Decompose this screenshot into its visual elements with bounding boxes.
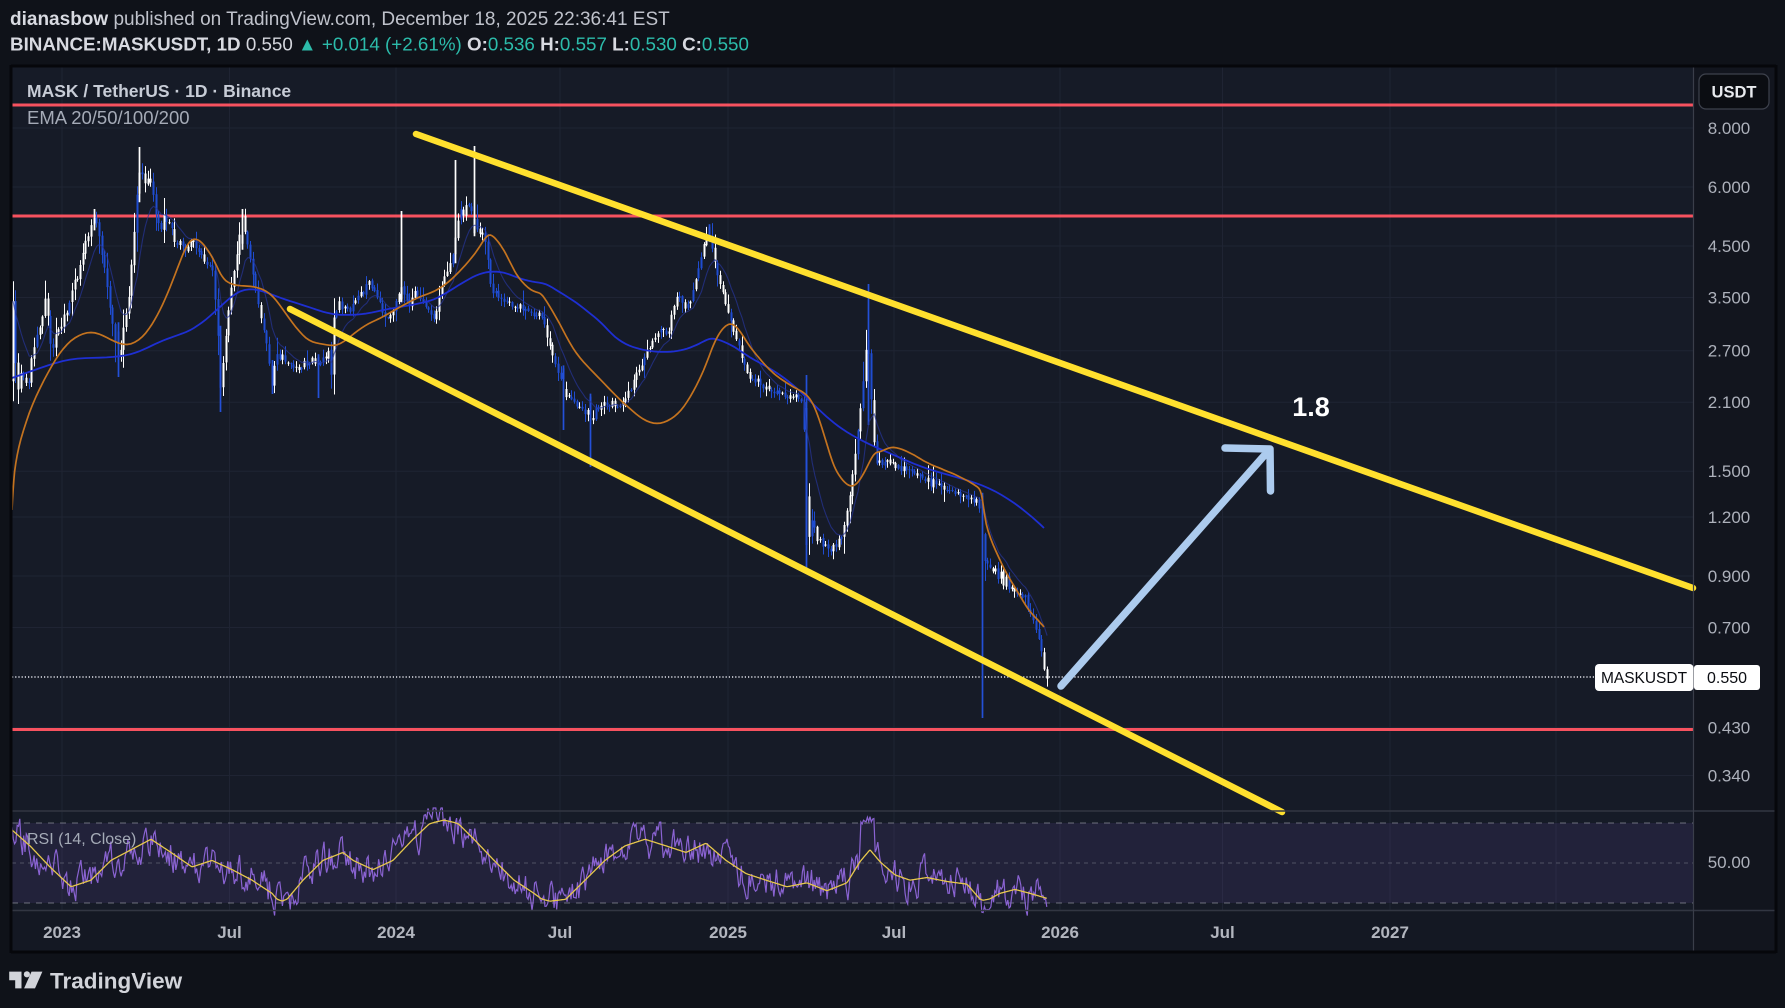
svg-text:Jul: Jul xyxy=(1210,923,1235,942)
svg-text:EMA 20/50/100/200: EMA 20/50/100/200 xyxy=(27,107,190,128)
svg-text:0.340: 0.340 xyxy=(1708,767,1751,786)
svg-text:2026: 2026 xyxy=(1041,923,1079,942)
svg-text:Jul: Jul xyxy=(217,923,242,942)
svg-text:BINANCE:MASKUSDT, 1D 0.550 ▲ +: BINANCE:MASKUSDT, 1D 0.550 ▲ +0.014 (+2.… xyxy=(10,34,749,55)
svg-text:2.100: 2.100 xyxy=(1708,393,1751,412)
svg-text:0.700: 0.700 xyxy=(1708,619,1751,638)
svg-text:0.550: 0.550 xyxy=(1707,670,1747,687)
svg-text:0.430: 0.430 xyxy=(1708,718,1751,737)
svg-text:4.500: 4.500 xyxy=(1708,237,1751,256)
svg-text:0.900: 0.900 xyxy=(1708,567,1751,586)
svg-text:MASKUSDT: MASKUSDT xyxy=(1601,670,1688,687)
svg-text:Jul: Jul xyxy=(548,923,573,942)
svg-text:2025: 2025 xyxy=(709,923,747,942)
svg-text:3.500: 3.500 xyxy=(1708,289,1751,308)
svg-text:50.00: 50.00 xyxy=(1708,853,1751,872)
svg-text:2023: 2023 xyxy=(43,923,81,942)
svg-text:2027: 2027 xyxy=(1371,923,1409,942)
svg-text:Jul: Jul xyxy=(882,923,907,942)
svg-text:dianasbow published on Trading: dianasbow published on TradingView.com, … xyxy=(10,9,670,30)
svg-text:TradingView: TradingView xyxy=(50,969,183,994)
svg-text:1.8: 1.8 xyxy=(1292,392,1330,422)
svg-text:2.700: 2.700 xyxy=(1708,342,1751,361)
svg-text:MASK / TetherUS · 1D · Binance: MASK / TetherUS · 1D · Binance xyxy=(27,81,291,101)
svg-text:2024: 2024 xyxy=(377,923,415,942)
svg-text:USDT: USDT xyxy=(1712,84,1757,102)
svg-text:1.500: 1.500 xyxy=(1708,462,1751,481)
svg-text:6.000: 6.000 xyxy=(1708,178,1751,197)
svg-text:8.000: 8.000 xyxy=(1708,119,1751,138)
svg-text:1.200: 1.200 xyxy=(1708,508,1751,527)
svg-text:RSI (14, Close): RSI (14, Close) xyxy=(27,831,136,848)
